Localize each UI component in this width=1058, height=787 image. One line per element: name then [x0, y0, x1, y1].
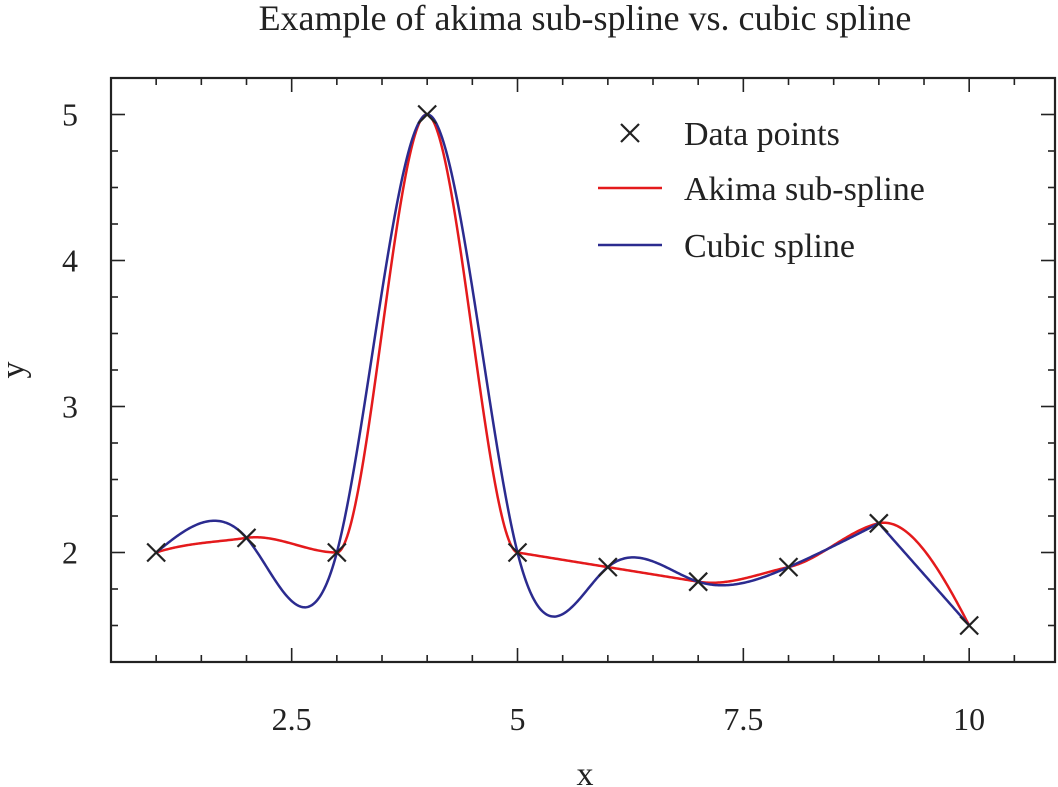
series-line-cubic — [155, 113, 971, 627]
data-point-marker — [327, 542, 347, 563]
data-point-marker — [146, 542, 166, 563]
legend-label-data-points: Data points — [684, 116, 840, 153]
data-point-marker — [869, 513, 889, 534]
legend-label-akima: Akima sub-spline — [684, 171, 925, 208]
x-tick-label: 10 — [953, 701, 985, 737]
y-tick-label: 2 — [62, 535, 78, 571]
x-axis-label: x — [577, 756, 594, 787]
data-point-marker — [417, 104, 437, 125]
chart-title: Example of akima sub-spline vs. cubic sp… — [259, 0, 912, 38]
x-tick-label: 5 — [510, 701, 526, 737]
data-point-marker — [688, 571, 708, 592]
data-point-marker — [959, 615, 979, 636]
legend: Data points Akima sub-spline Cubic splin… — [598, 116, 925, 265]
y-axis-label: y — [0, 362, 32, 379]
y-tick-label: 5 — [62, 97, 78, 133]
plot-area: 2.5 5 7.5 10 2 3 4 5 — [62, 76, 1057, 737]
legend-marker-data-points — [620, 123, 640, 143]
legend-label-cubic: Cubic spline — [684, 228, 855, 265]
plot-frame — [109, 76, 1057, 664]
y-tick-label: 3 — [62, 389, 78, 425]
data-point-marker — [598, 557, 618, 577]
data-point-marker — [507, 542, 528, 563]
y-tick-label: 4 — [62, 243, 78, 279]
data-point-marker — [778, 557, 799, 577]
x-tick-label: 2.5 — [272, 701, 312, 737]
x-tick-label: 7.5 — [723, 701, 763, 737]
data-point-marker — [236, 528, 257, 548]
